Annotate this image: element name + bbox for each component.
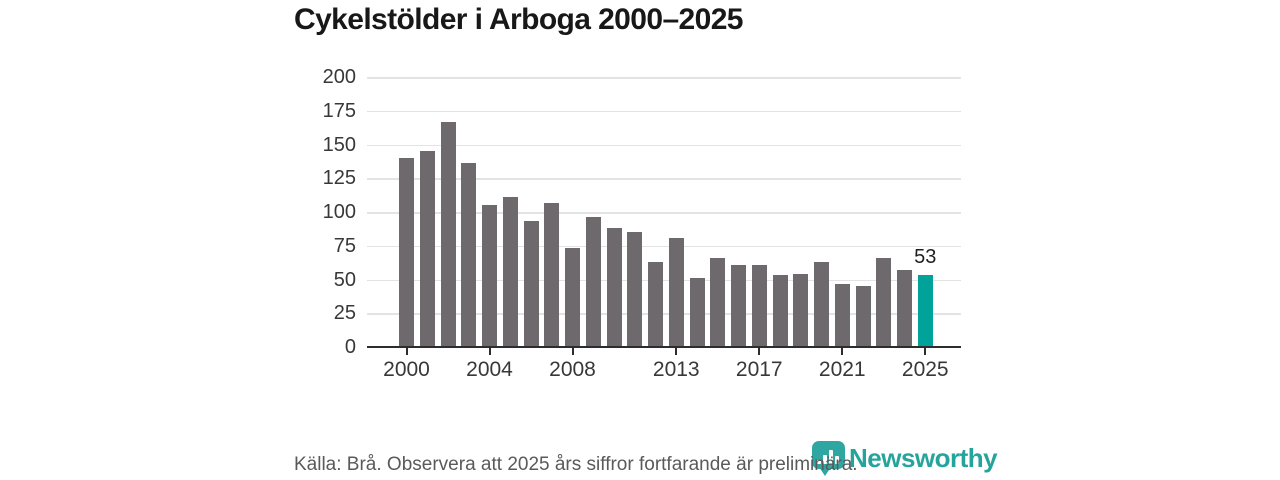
bar-2003: [461, 163, 477, 347]
y-axis-label-50: 50: [333, 268, 356, 291]
logo-bar-icon: [829, 450, 833, 464]
x-axis-tick-2021: [841, 348, 844, 355]
newsworthy-logo-icon: [812, 441, 845, 476]
bar-value-label: 53: [914, 246, 937, 269]
bar-2016: [731, 264, 746, 347]
bar-2017: [751, 264, 767, 347]
gridline-25: [367, 313, 961, 315]
bar-2024: [897, 270, 912, 347]
bar-2019: [793, 274, 809, 347]
bar-2007: [544, 202, 560, 347]
bar-2004: [482, 205, 497, 347]
chart-title: Cykelstölder i Arboga 2000–2025: [294, 3, 743, 36]
bar-2012: [648, 261, 663, 347]
y-axis-label-0: 0: [344, 336, 356, 358]
x-axis-label-2008: 2008: [549, 358, 596, 381]
bar-2006: [523, 221, 539, 347]
x-axis-line: [367, 345, 961, 348]
bar-2025: [917, 275, 933, 347]
newsworthy-wordmark: Newsworthy: [849, 443, 998, 473]
x-axis-label-2004: 2004: [466, 358, 513, 381]
gridline-100: [367, 212, 961, 214]
y-axis-label-75: 75: [333, 234, 356, 257]
x-axis-label-2013: 2013: [652, 358, 700, 381]
y-axis-label-200: 200: [322, 66, 356, 88]
x-axis-tick-2013: [675, 348, 678, 355]
y-axis-label-25: 25: [333, 302, 356, 325]
x-axis-tick-2025: [924, 348, 927, 355]
y-axis-label-175: 175: [322, 99, 356, 122]
bar-2005: [502, 197, 518, 347]
bar-2020: [814, 261, 829, 347]
y-axis-label-100: 100: [322, 201, 356, 223]
gridline-75: [367, 245, 961, 248]
bar-2015: [710, 257, 726, 347]
x-axis-label-2017: 2017: [735, 358, 783, 381]
gridline-200: [367, 77, 961, 79]
logo-bar-icon: [823, 455, 827, 464]
gridline-125: [367, 178, 961, 180]
bar-2010: [606, 228, 622, 347]
logo-bar-icon: [817, 460, 821, 464]
bar-2000: [399, 158, 414, 347]
bar-2023: [876, 257, 892, 347]
bar-2001: [419, 151, 435, 347]
source-note: Källa: Brå. Observera att 2025 års siffr…: [294, 454, 858, 475]
bar-2018: [772, 275, 788, 347]
x-axis-tick-2017: [758, 348, 761, 355]
x-axis-label-2025: 2025: [901, 358, 949, 381]
bar-2008: [565, 248, 580, 347]
y-axis-label-125: 125: [322, 167, 356, 190]
bar-2009: [585, 217, 601, 347]
gridline-50: [367, 279, 961, 281]
y-axis-label-150: 150: [322, 133, 356, 156]
x-axis-label-2000: 2000: [383, 358, 430, 381]
x-axis-label-2021: 2021: [818, 358, 866, 381]
x-axis-tick-2008: [571, 348, 574, 355]
bar-2022: [855, 286, 871, 347]
gridline-150: [367, 144, 961, 146]
bar-2013: [668, 237, 684, 347]
x-axis-tick-2000: [405, 348, 408, 355]
x-axis-tick-2004: [488, 348, 491, 355]
bar-2014: [689, 278, 705, 347]
bar-2011: [627, 232, 643, 347]
logo-bar-icon: [835, 456, 839, 464]
gridline-175: [367, 110, 961, 113]
bar-2021: [834, 283, 850, 347]
bar-chart-plot: [367, 77, 961, 348]
bar-2002: [440, 121, 456, 347]
